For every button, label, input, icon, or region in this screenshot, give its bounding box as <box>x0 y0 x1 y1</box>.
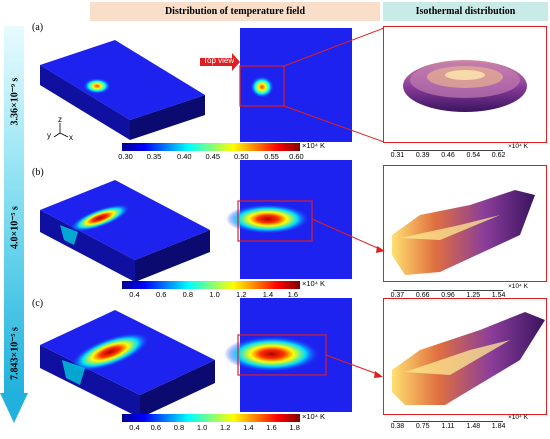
temperature-header: Distribution of temperature field <box>90 2 380 21</box>
colorbar-unit-a: ×10⁴ K <box>302 141 326 150</box>
axes-triad: z x y <box>47 115 73 142</box>
iso-ticks-b: 0.37 0.66 0.96 1.25 1.54 <box>390 292 506 299</box>
colorbar-c: 0.4 0.6 0.8 1.0 1.2 1.4 1.6 1.8 <box>122 414 300 432</box>
iso-unit-b: ×10⁴ K <box>508 283 528 290</box>
block-3d-c <box>40 310 215 418</box>
iso-scale-b <box>393 290 503 291</box>
axis-z-label: z <box>58 115 62 124</box>
block-3d-b <box>40 180 210 282</box>
time-arrow-head <box>0 393 28 423</box>
isothermal-c <box>392 312 545 405</box>
panel-label-b: (b) <box>32 167 44 178</box>
panel-label-c: (c) <box>32 298 44 309</box>
isothermal-b <box>392 190 535 275</box>
block-3d-a <box>40 40 205 140</box>
isothermal-header: Isothermal distribution <box>383 2 548 21</box>
isothermal-box-b <box>383 165 547 282</box>
colorbar-unit-b: ×10⁴ K <box>302 279 326 288</box>
colorbar-ticks-a: 0.30 0.35 0.40 0.45 0.50 0.55 0.60 <box>118 152 304 161</box>
colorbar-unit-c: ×10⁴ K <box>302 412 326 421</box>
axis-x-label: x <box>69 133 73 142</box>
iso-unit-a: ×10⁴ K <box>508 143 528 150</box>
iso-ticks-c: 0.38 0.75 1.11 1.48 1.84 <box>390 423 506 430</box>
isothermal-box-c <box>383 298 547 415</box>
colorbar-a: 0.30 0.35 0.40 0.45 0.50 0.55 0.60 <box>118 143 304 161</box>
panel-label-a: (a) <box>32 22 44 33</box>
iso-ticks-a: 0.31 0.39 0.46 0.54 0.62 <box>390 152 506 159</box>
iso-unit-c: ×10⁴ K <box>508 414 528 421</box>
time-arrow <box>4 26 24 394</box>
colorbar-b: 0.4 0.6 0.8 1.0 1.2 1.4 1.6 <box>122 281 300 299</box>
top-view-label: Top view <box>203 56 235 65</box>
axis-y-label: y <box>47 131 51 140</box>
iso-scale-a <box>393 150 503 151</box>
isothermal-box-a <box>383 26 547 143</box>
isothermal-a <box>403 60 527 112</box>
iso-scale-c <box>393 421 503 422</box>
colorbar-ticks-c: 0.4 0.6 0.8 1.0 1.2 1.4 1.6 1.8 <box>129 423 300 432</box>
top-view-arrow <box>200 53 240 71</box>
colorbar-ticks-b: 0.4 0.6 0.8 1.0 1.2 1.4 1.6 <box>129 290 299 299</box>
